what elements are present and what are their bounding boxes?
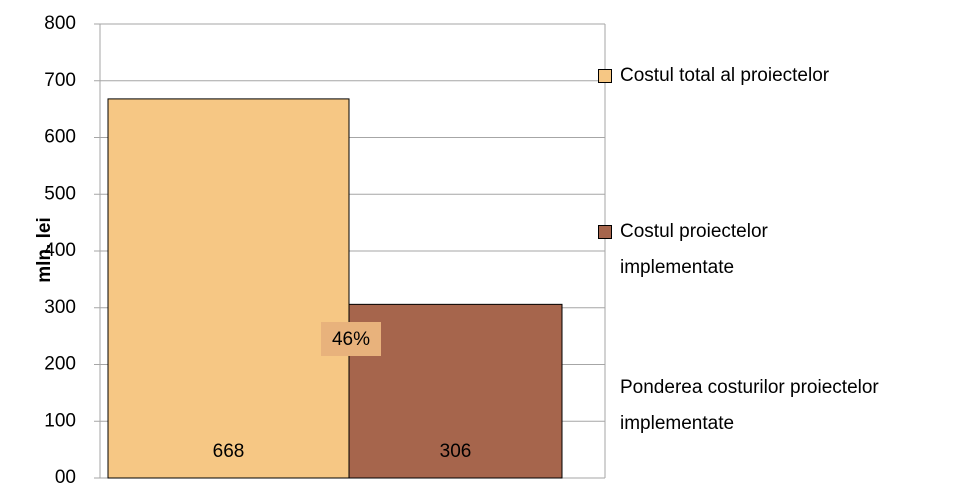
y-tick-label: 600 bbox=[44, 127, 76, 148]
y-tick-label: 800 bbox=[44, 13, 76, 34]
y-axis-label: mln. lei bbox=[34, 217, 55, 282]
bar bbox=[107, 98, 350, 479]
legend-label: Costul total al proiectelor bbox=[620, 65, 830, 86]
legend-label: Ponderea costurilor proiectelor implemen… bbox=[620, 377, 879, 434]
legend-entry: Costul total al proiectelor bbox=[598, 58, 960, 94]
legend-label: Costul proiectelor implementate bbox=[620, 221, 768, 278]
legend-entry: Ponderea costurilor proiectelor implemen… bbox=[598, 370, 964, 442]
y-tick-label: 00 bbox=[55, 467, 76, 484]
y-tick-label: 200 bbox=[44, 354, 76, 375]
y-tick-label: 500 bbox=[44, 183, 76, 204]
legend-entry: Costul proiectelor implementate bbox=[598, 214, 840, 286]
bar bbox=[348, 303, 563, 479]
data-label: 668 bbox=[213, 441, 245, 462]
ratio-label-box bbox=[321, 322, 381, 356]
y-tick-label: 700 bbox=[44, 70, 76, 91]
y-tick-label: 300 bbox=[44, 297, 76, 318]
y-tick-label: 400 bbox=[44, 240, 76, 261]
y-tick-label: 100 bbox=[44, 410, 76, 431]
legend-swatch bbox=[598, 69, 612, 83]
legend-swatch bbox=[598, 225, 612, 239]
data-label: 306 bbox=[440, 441, 472, 462]
ratio-label: 46% bbox=[332, 329, 370, 350]
